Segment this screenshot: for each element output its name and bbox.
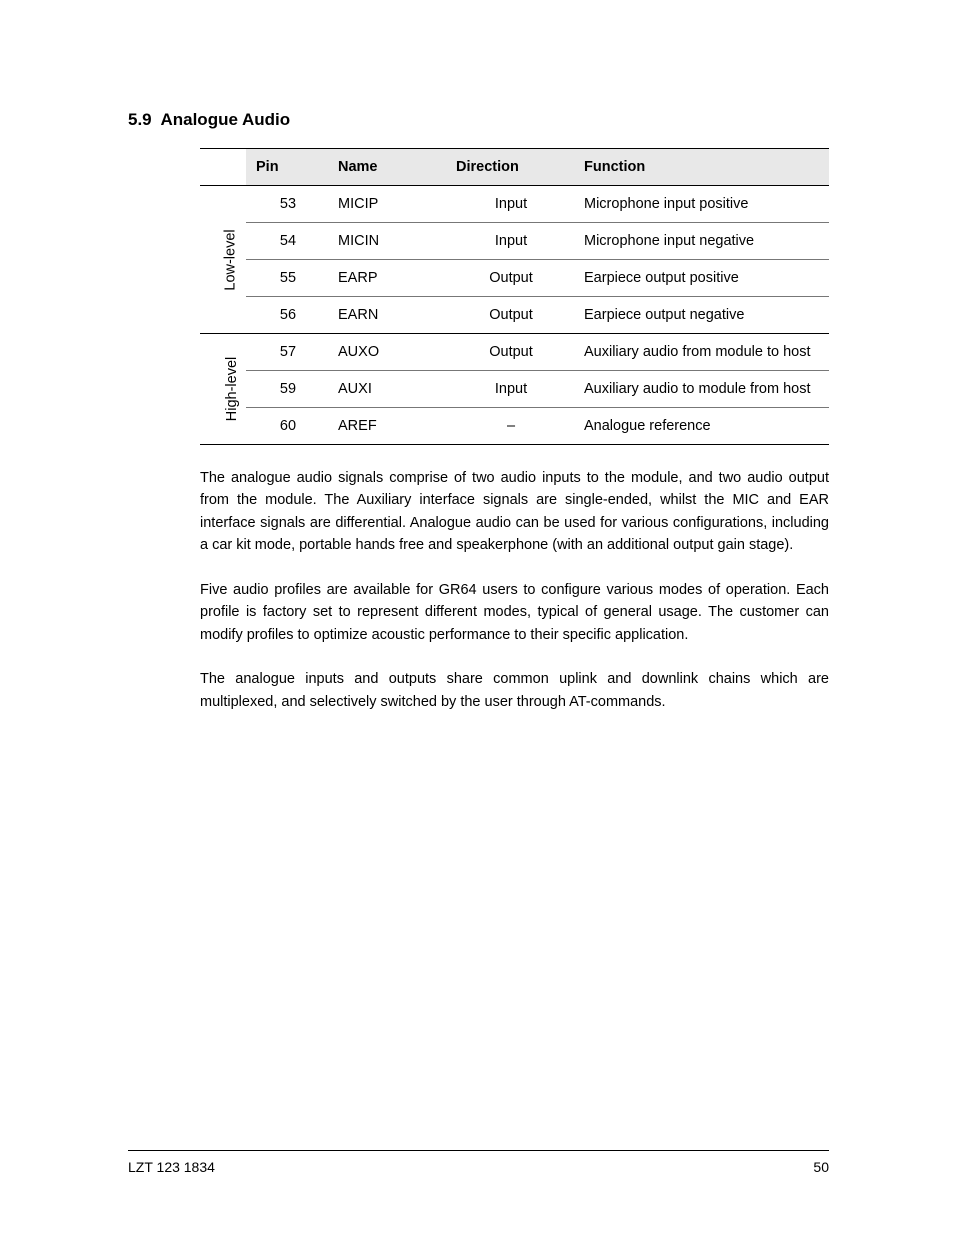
section-number: 5.9 [128, 110, 152, 129]
paragraph: The analogue inputs and outputs share co… [200, 668, 829, 713]
paragraph: The analogue audio signals comprise of t… [200, 467, 829, 557]
cell-function: Auxiliary audio to module from host [574, 371, 829, 408]
cell-direction: Output [446, 260, 574, 297]
footer-page-number: 50 [813, 1159, 829, 1175]
content-block: Pin Name Direction Function Low-level 53… [200, 148, 829, 713]
cell-name: MICIN [328, 223, 446, 260]
cell-direction: Output [446, 297, 574, 334]
cell-pin: 53 [246, 186, 328, 223]
cell-function: Auxiliary audio from module to host [574, 334, 829, 371]
cell-name: AUXI [328, 371, 446, 408]
cell-pin: 59 [246, 371, 328, 408]
table-row: 59 AUXI Input Auxiliary audio to module … [200, 371, 829, 408]
cell-name: AREF [328, 408, 446, 445]
table-row: 56 EARN Output Earpiece output negative [200, 297, 829, 334]
header-function: Function [574, 149, 829, 186]
table-row: 55 EARP Output Earpiece output positive [200, 260, 829, 297]
table-row: 54 MICIN Input Microphone input negative [200, 223, 829, 260]
header-name: Name [328, 149, 446, 186]
table-row: 60 AREF – Analogue reference [200, 408, 829, 445]
table-row: Low-level 53 MICIP Input Microphone inpu… [200, 186, 829, 223]
paragraph: Five audio profiles are available for GR… [200, 579, 829, 646]
cell-pin: 56 [246, 297, 328, 334]
cell-pin: 57 [246, 334, 328, 371]
group-label: High-level [224, 357, 240, 421]
header-direction: Direction [446, 149, 574, 186]
cell-name: AUXO [328, 334, 446, 371]
group-label-cell: High-level [200, 334, 246, 445]
cell-name: MICIP [328, 186, 446, 223]
table-header-row: Pin Name Direction Function [200, 149, 829, 186]
cell-direction: Input [446, 186, 574, 223]
page: 5.9 Analogue Audio Pin Name Direction Fu… [0, 0, 954, 1235]
cell-function: Analogue reference [574, 408, 829, 445]
header-group-spacer [200, 149, 246, 186]
section-heading: 5.9 Analogue Audio [128, 110, 829, 130]
cell-function: Microphone input negative [574, 223, 829, 260]
group-label-cell: Low-level [200, 186, 246, 334]
cell-function: Earpiece output negative [574, 297, 829, 334]
page-footer: LZT 123 1834 50 [128, 1150, 829, 1175]
group-label: Low-level [223, 229, 239, 290]
cell-direction: Input [446, 371, 574, 408]
cell-direction: – [446, 408, 574, 445]
group-high-level: High-level 57 AUXO Output Auxiliary audi… [200, 334, 829, 445]
cell-function: Earpiece output positive [574, 260, 829, 297]
cell-name: EARN [328, 297, 446, 334]
cell-pin: 60 [246, 408, 328, 445]
cell-direction: Output [446, 334, 574, 371]
cell-name: EARP [328, 260, 446, 297]
cell-function: Microphone input positive [574, 186, 829, 223]
cell-direction: Input [446, 223, 574, 260]
table-row: High-level 57 AUXO Output Auxiliary audi… [200, 334, 829, 371]
cell-pin: 54 [246, 223, 328, 260]
cell-pin: 55 [246, 260, 328, 297]
pins-table: Pin Name Direction Function Low-level 53… [200, 148, 829, 445]
group-low-level: Low-level 53 MICIP Input Microphone inpu… [200, 186, 829, 334]
footer-doc-id: LZT 123 1834 [128, 1159, 215, 1175]
header-pin: Pin [246, 149, 328, 186]
section-title-text: Analogue Audio [160, 110, 290, 129]
